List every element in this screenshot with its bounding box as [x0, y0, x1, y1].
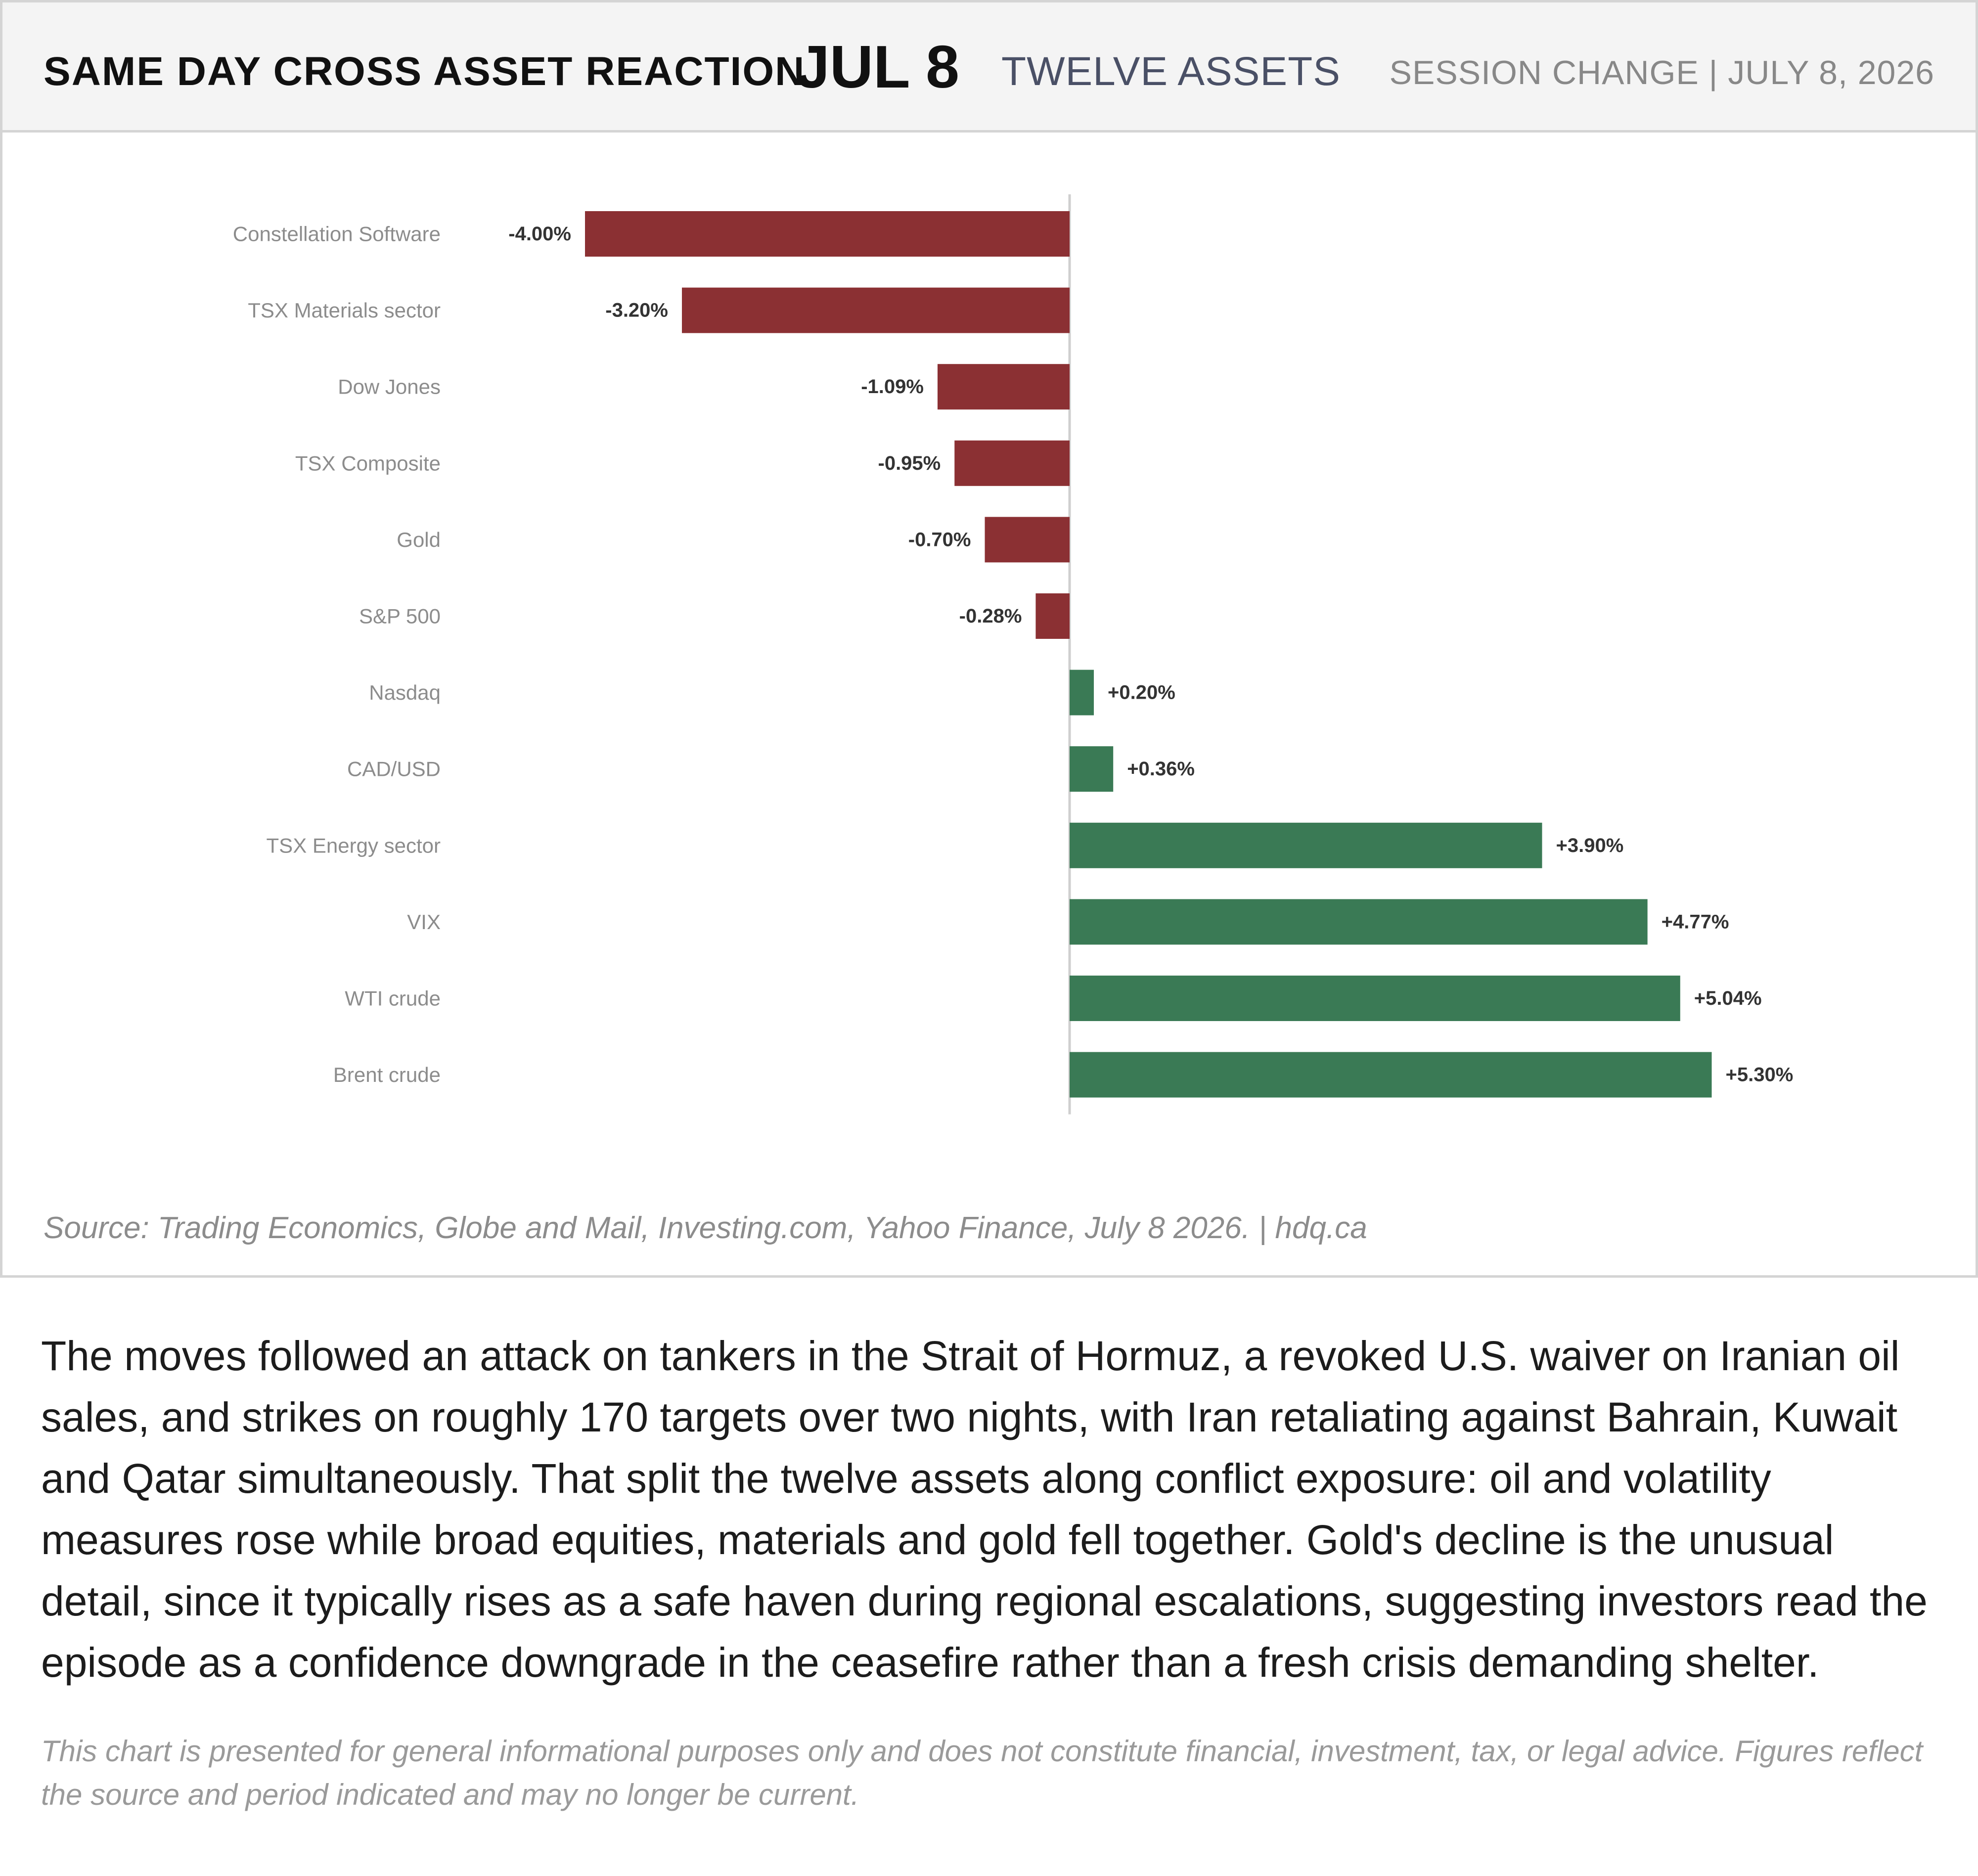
value-label: +3.90%: [1556, 835, 1624, 856]
category-label: Brent crude: [333, 1063, 441, 1086]
category-label: S&P 500: [359, 605, 441, 628]
chart-date: JUL 8: [796, 33, 960, 100]
value-label: -0.95%: [878, 452, 941, 474]
category-label: Constellation Software: [233, 223, 441, 246]
bar: [1070, 822, 1542, 868]
value-label: +0.20%: [1108, 682, 1175, 704]
value-label: -0.28%: [959, 605, 1022, 627]
bar: [985, 517, 1070, 563]
value-label: -0.70%: [908, 529, 971, 550]
bar: [585, 211, 1070, 257]
category-label: WTI crude: [345, 987, 441, 1010]
value-label: +0.36%: [1127, 758, 1195, 780]
bar: [937, 364, 1070, 410]
value-label: -4.00%: [508, 223, 571, 245]
bar: [1070, 1052, 1712, 1098]
category-label: Dow Jones: [338, 375, 441, 399]
disclaimer: This chart is presented for general info…: [41, 1735, 1923, 1811]
bar-chart: Constellation Software -4.00% TSX Material…: [233, 194, 1794, 1115]
chart-panel: SAME DAY CROSS ASSET REACTION JUL 8 TWEL…: [0, 0, 1978, 1278]
value-label: -1.09%: [861, 376, 924, 398]
session-change-label: SESSION CHANGE | JULY 8, 2026: [1389, 54, 1934, 91]
bar: [954, 440, 1070, 486]
category-label: VIX: [407, 910, 441, 934]
value-label: -3.20%: [605, 300, 668, 321]
chart-subtitle: TWELVE ASSETS: [1001, 49, 1341, 94]
value-label: +4.77%: [1662, 911, 1729, 933]
body-paragraph: The moves followed an attack on tankers …: [41, 1333, 1928, 1686]
category-label: Gold: [397, 528, 441, 551]
bar: [1070, 670, 1094, 715]
category-label: TSX Materials sector: [248, 299, 441, 322]
category-label: TSX Composite: [295, 451, 441, 475]
bar: [682, 287, 1070, 333]
bar: [1070, 746, 1114, 792]
category-label: CAD/USD: [347, 758, 441, 781]
bar: [1070, 976, 1680, 1021]
bar: [1035, 593, 1070, 639]
chart-title: SAME DAY CROSS ASSET REACTION: [44, 49, 806, 94]
bar: [1070, 899, 1648, 945]
category-label: Nasdaq: [369, 681, 441, 704]
source-note: Source: Trading Economics, Globe and Mai…: [44, 1211, 1367, 1245]
value-label: +5.30%: [1726, 1064, 1794, 1086]
value-label: +5.04%: [1694, 987, 1762, 1009]
category-label: TSX Energy sector: [267, 834, 441, 857]
chart-header: SAME DAY CROSS ASSET REACTION JUL 8 TWEL…: [2, 2, 1976, 133]
